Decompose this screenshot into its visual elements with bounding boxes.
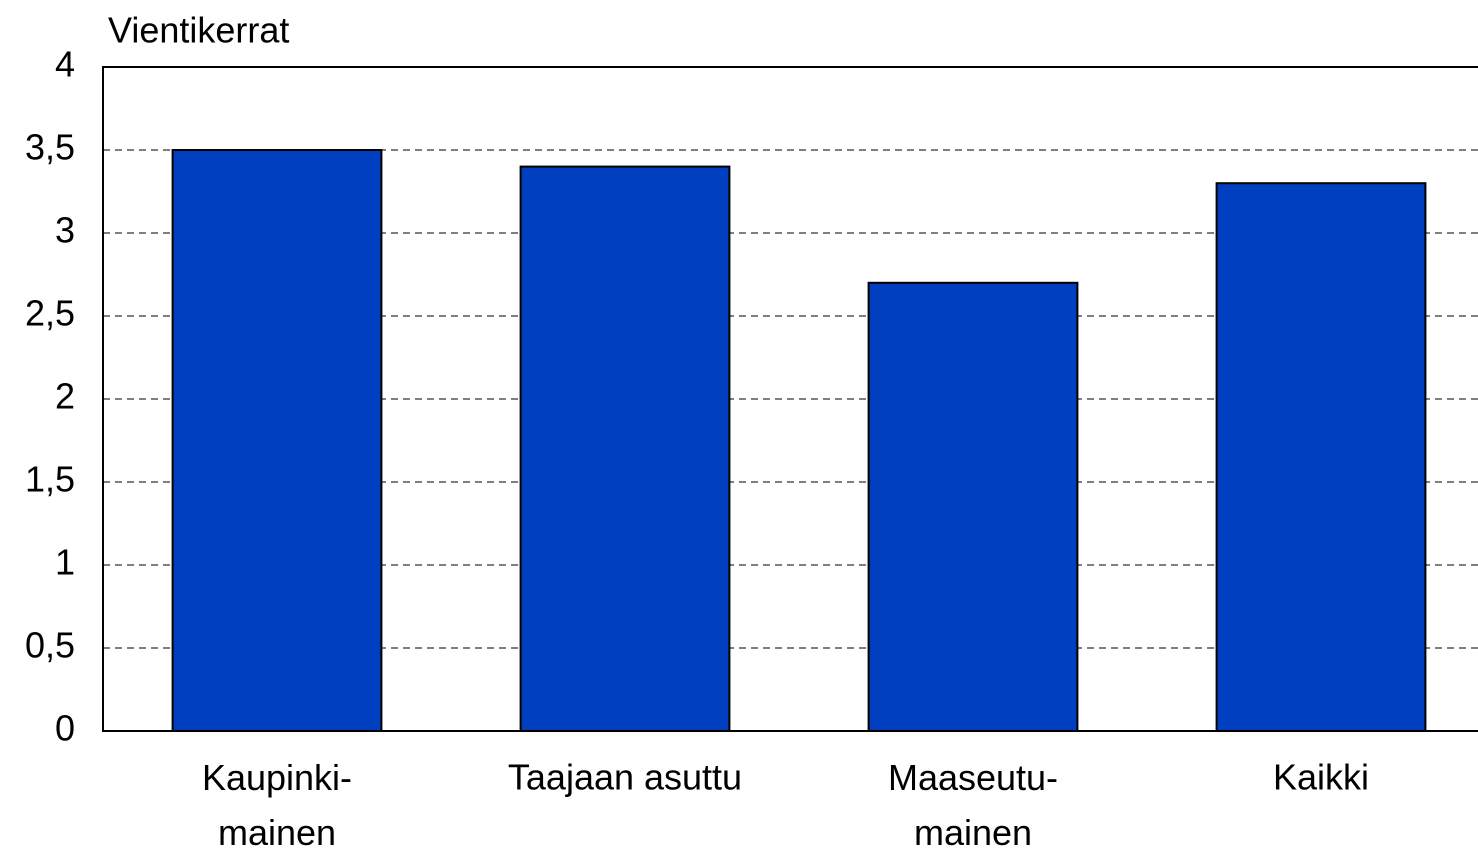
- y-tick-label: 3: [55, 210, 75, 251]
- x-tick-label: Kaupinki-mainen: [202, 757, 352, 853]
- bar: [519, 165, 731, 733]
- y-tick-label: 2: [55, 376, 75, 417]
- y-tick-label: 4: [55, 44, 75, 85]
- y-tick-label: 1: [55, 542, 75, 583]
- bar: [171, 149, 383, 732]
- bar: [1215, 182, 1427, 732]
- y-tick-label: 0: [55, 708, 75, 749]
- plot-frame: [102, 66, 1478, 732]
- y-tick-label: 3,5: [25, 127, 75, 168]
- x-tick-label: Maaseutu-mainen: [888, 757, 1058, 853]
- y-axis-title: Vientikerrat: [108, 10, 289, 51]
- bar: [867, 281, 1079, 732]
- x-tick-label: Taajaan asuttu: [508, 757, 742, 798]
- x-tick-label: Kaikki: [1273, 757, 1369, 798]
- y-tick-label: 2,5: [25, 293, 75, 334]
- y-tick-label: 0,5: [25, 625, 75, 666]
- y-tick-label: 1,5: [25, 459, 75, 500]
